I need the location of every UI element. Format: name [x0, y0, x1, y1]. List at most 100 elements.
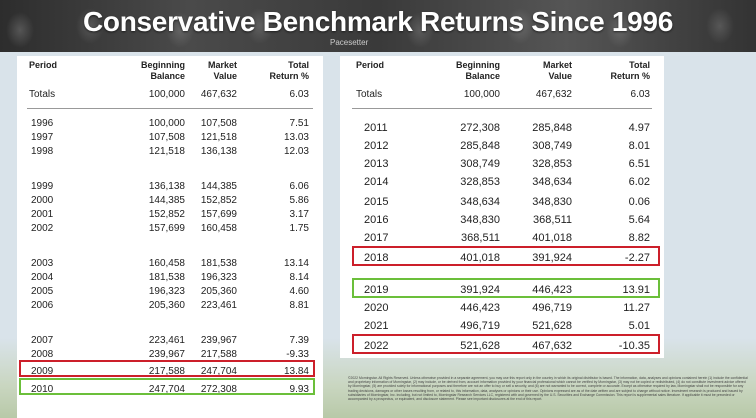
cell-year: 2018: [364, 252, 389, 264]
totals-market: 467,632: [200, 89, 237, 100]
cell-year: 2021: [364, 320, 389, 332]
cell-ret: 5.86: [289, 195, 309, 206]
table-row: 2020 446,423 496,719 11.27: [340, 302, 664, 316]
cell-beg: 446,423: [460, 302, 500, 314]
header-beginning-balance: Beginning Balance: [141, 60, 185, 81]
cell-ret: 9.93: [289, 384, 309, 395]
cell-beg: 368,511: [461, 232, 500, 244]
disclaimer-text: ©2022 Morningstar. All Rights Reserved. …: [348, 376, 748, 402]
totals-divider: [352, 108, 652, 109]
totals-return: 6.03: [289, 89, 309, 100]
cell-beg: 181,538: [148, 272, 185, 283]
cell-beg: 272,308: [460, 122, 500, 134]
cell-mkt: 160,458: [200, 223, 237, 234]
cell-year: 2019: [364, 284, 389, 296]
cell-beg: 107,508: [148, 132, 185, 143]
totals-beginning: 100,000: [148, 89, 185, 100]
table-row: 2013 308,749 328,853 6.51: [340, 158, 664, 172]
cell-beg: 247,704: [148, 384, 185, 395]
banner-logo: Pacesetter: [330, 38, 369, 47]
table-row: 2005 196,323 205,360 4.60: [17, 286, 323, 300]
table-row: 2017 368,511 401,018 8.82: [340, 232, 664, 246]
cell-year: 2020: [364, 302, 389, 314]
cell-year: 2001: [31, 209, 54, 220]
cell-mkt: 348,634: [532, 176, 572, 188]
cell-year: 2002: [31, 223, 54, 234]
highlight-2008: [19, 360, 315, 377]
cell-ret: 8.81: [289, 300, 309, 311]
table-row: 1997 107,508 121,518 13.03: [17, 132, 323, 146]
cell-ret: 1.75: [289, 223, 309, 234]
banner-photo-background: [0, 0, 756, 52]
highlight-2022: [352, 334, 660, 354]
cell-mkt: 144,385: [200, 181, 237, 192]
cell-beg: 136,138: [148, 181, 185, 192]
cell-beg: 401,018: [460, 252, 500, 264]
cell-ret: -10.35: [618, 340, 650, 352]
title-banner: Pacesetter Conservative Benchmark Return…: [0, 0, 756, 52]
cell-mkt: 328,853: [532, 158, 572, 170]
cell-year: 2011: [364, 122, 388, 134]
cell-mkt: 521,628: [532, 320, 572, 332]
cell-ret: 8.14: [289, 272, 309, 283]
table-row: 2009 217,588 247,704 13.84: [17, 366, 323, 380]
cell-year: 2004: [31, 272, 54, 283]
highlight-2018: [352, 246, 660, 266]
table-row: 2003 160,458 181,538 13.14: [17, 258, 323, 272]
header-total-return: Total Return %: [269, 60, 309, 81]
table-row: 1999 136,138 144,385 6.06: [17, 181, 323, 195]
cell-ret: 7.39: [289, 335, 309, 346]
header-period: Period: [356, 60, 385, 70]
cell-beg: 239,967: [148, 349, 185, 360]
cell-mkt: 196,323: [200, 272, 237, 283]
cell-ret: 5.01: [628, 320, 650, 332]
table-row: 1996 100,000 107,508 7.51: [17, 118, 323, 132]
cell-mkt: 391,924: [532, 252, 572, 264]
header-market-value: Market Value: [207, 60, 237, 81]
table-row: 2022 521,628 467,632 -10.35: [340, 340, 664, 354]
cell-beg: 348,830: [460, 214, 500, 226]
cell-beg: 205,360: [148, 300, 185, 311]
totals-label: Totals: [356, 89, 383, 100]
cell-ret: 7.51: [289, 118, 309, 129]
cell-year: 2013: [364, 158, 389, 170]
cell-year: 2017: [364, 232, 389, 244]
cell-year: 1997: [31, 132, 54, 143]
cell-mkt: 181,538: [200, 258, 237, 269]
table-row: 2004 181,538 196,323 8.14: [17, 272, 323, 286]
table-row: 2015 348,634 348,830 0.06: [340, 196, 664, 210]
cell-year: 1998: [31, 146, 54, 157]
cell-year: 2006: [31, 300, 54, 311]
table-row: 2021 496,719 521,628 5.01: [340, 320, 664, 334]
totals-market: 467,632: [535, 89, 572, 100]
cell-year: 2016: [364, 214, 389, 226]
cell-year: 1996: [31, 118, 54, 129]
cell-beg: 521,628: [460, 340, 500, 352]
cell-ret: 12.03: [283, 146, 309, 157]
page-title: Conservative Benchmark Returns Since 199…: [83, 6, 673, 37]
cell-ret: 6.02: [628, 176, 650, 188]
cell-beg: 308,749: [460, 158, 500, 170]
cell-mkt: 368,511: [533, 214, 572, 226]
header-beginning-balance: Beginning Balance: [456, 60, 500, 81]
cell-year: 2014: [364, 176, 389, 188]
table-row: 2002 157,699 160,458 1.75: [17, 223, 323, 237]
cell-ret: 3.17: [289, 209, 309, 220]
table-row: 2000 144,385 152,852 5.86: [17, 195, 323, 209]
cell-mkt: 496,719: [532, 302, 572, 314]
cell-beg: 144,385: [148, 195, 185, 206]
table-row: 2012 285,848 308,749 8.01: [340, 140, 664, 154]
cell-beg: 100,000: [148, 118, 185, 129]
cell-ret: 4.60: [289, 286, 309, 297]
totals-beginning: 100,000: [463, 89, 500, 100]
table-row: 2019 391,924 446,423 13.91: [340, 284, 664, 298]
table-row: 1998 121,518 136,138 12.03: [17, 146, 323, 160]
cell-beg: 285,848: [460, 140, 500, 152]
cell-year: 2007: [31, 335, 54, 346]
totals-return: 6.03: [630, 89, 650, 100]
table-row: 2007 223,461 239,967 7.39: [17, 335, 323, 349]
table-row: 2010 247,704 272,308 9.93: [17, 384, 323, 398]
cell-ret: 6.51: [628, 158, 650, 170]
cell-mkt: 136,138: [200, 146, 237, 157]
cell-beg: 160,458: [148, 258, 185, 269]
